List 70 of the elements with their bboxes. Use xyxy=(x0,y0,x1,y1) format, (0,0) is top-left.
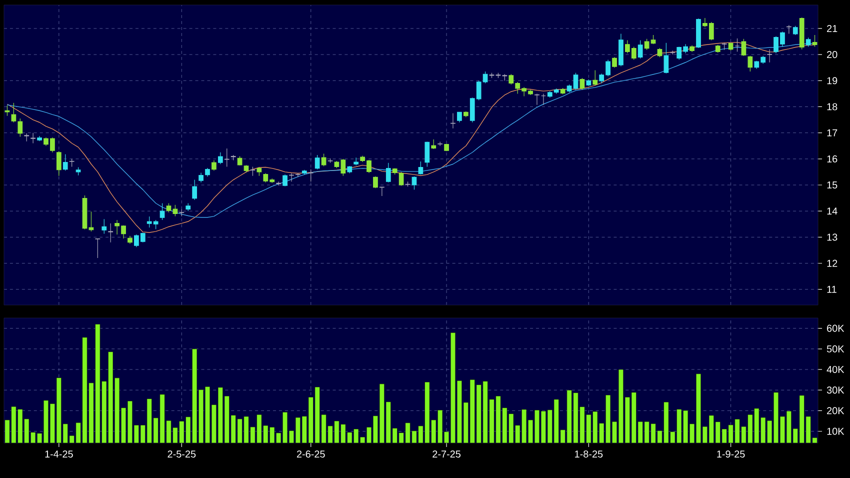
candlestick xyxy=(30,132,36,144)
candlestick xyxy=(296,172,300,178)
candlestick xyxy=(412,176,417,190)
y-tick-label: 17 xyxy=(827,129,838,136)
y-tick-label: 30K xyxy=(826,386,844,394)
candlestick xyxy=(767,49,772,63)
candlestick xyxy=(534,93,540,106)
candlestick xyxy=(580,78,585,90)
y-tick-label: 20K xyxy=(827,407,844,414)
candlestick xyxy=(192,179,198,200)
y-tick-label: 21 xyxy=(827,24,838,32)
candlestick xyxy=(741,38,746,56)
x-tick-label: 2-6-25 xyxy=(296,450,325,458)
x-tick-label: 1-4-25 xyxy=(45,450,73,458)
y-tick-label: 13 xyxy=(827,234,838,241)
candlestick xyxy=(314,154,320,170)
candlestick xyxy=(18,118,23,138)
y-tick-label: 14 xyxy=(827,208,838,215)
candlestick xyxy=(198,172,204,183)
candlestick xyxy=(431,139,436,150)
candlestick xyxy=(373,176,378,188)
candlestick xyxy=(638,40,643,59)
candlestick xyxy=(276,181,281,186)
x-tick-label: 1-9-25 xyxy=(717,450,745,458)
x-tick-label: 2-5-25 xyxy=(168,450,196,458)
candlestick xyxy=(734,38,740,52)
x-tick-label: 1-8-25 xyxy=(575,450,603,458)
y-tick-label: 20 xyxy=(827,51,838,58)
candlestick xyxy=(11,102,16,123)
candlestick xyxy=(398,172,404,186)
candlestick xyxy=(224,148,230,168)
candlestick xyxy=(806,37,811,48)
candlestick xyxy=(592,70,598,86)
candlestick xyxy=(612,56,617,68)
y-tick-label: 10K xyxy=(827,428,844,435)
candlestick xyxy=(812,34,818,48)
y-tick-label: 19 xyxy=(827,77,838,84)
x-tick-label: 2-7-25 xyxy=(432,450,461,458)
y-tick-label: 11 xyxy=(827,286,836,293)
candlestick xyxy=(450,112,456,129)
candlestick xyxy=(88,211,94,232)
candlestick xyxy=(282,174,288,187)
candlestick xyxy=(308,169,314,182)
candlestick xyxy=(748,56,753,72)
y-tick-label: 18 xyxy=(827,103,838,110)
y-tick-label: 60K xyxy=(827,324,844,332)
candlestick xyxy=(56,150,62,176)
candlestick xyxy=(95,238,100,258)
candlestick xyxy=(4,105,10,116)
y-tick-label: 12 xyxy=(827,260,838,267)
candlestick xyxy=(212,160,216,171)
candlestick xyxy=(386,162,391,183)
candlestick xyxy=(573,72,578,90)
candlestick xyxy=(250,166,256,176)
candlestick xyxy=(424,141,430,168)
candlestick xyxy=(102,218,107,234)
candlestick xyxy=(418,161,424,175)
candlestick xyxy=(237,156,242,166)
y-tick-label: 16 xyxy=(827,155,838,162)
candlestick xyxy=(108,223,114,243)
candlestick xyxy=(657,48,662,58)
candlestick xyxy=(218,152,223,164)
candlestick xyxy=(664,42,669,74)
candlestick xyxy=(792,26,798,36)
y-tick-label: 40K xyxy=(826,366,844,374)
candlestick xyxy=(160,202,165,220)
candlestick xyxy=(62,154,68,171)
y-tick-label: 15 xyxy=(827,182,838,188)
candlestick xyxy=(438,141,443,146)
y-tick-label: 50K xyxy=(826,345,844,352)
